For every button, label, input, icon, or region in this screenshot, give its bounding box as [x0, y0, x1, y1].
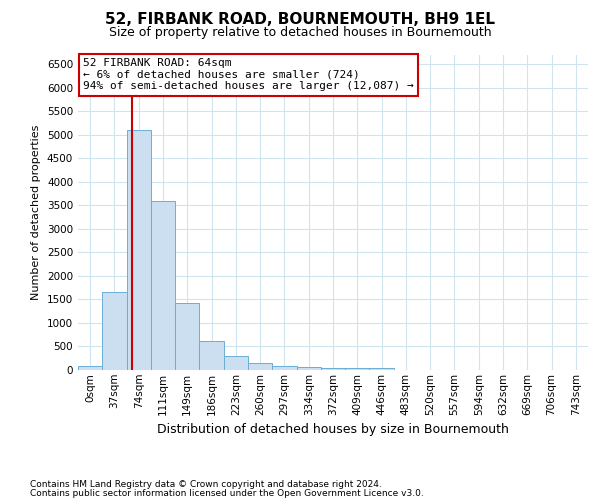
- Bar: [224, 356, 248, 370]
- Bar: [199, 340, 224, 370]
- Bar: [296, 367, 321, 370]
- Text: Size of property relative to detached houses in Bournemouth: Size of property relative to detached ho…: [109, 26, 491, 39]
- Text: Contains HM Land Registry data © Crown copyright and database right 2024.: Contains HM Land Registry data © Crown c…: [30, 480, 382, 489]
- Bar: [370, 368, 394, 370]
- Bar: [175, 303, 199, 370]
- Text: 52 FIRBANK ROAD: 64sqm
← 6% of detached houses are smaller (724)
94% of semi-det: 52 FIRBANK ROAD: 64sqm ← 6% of detached …: [83, 58, 414, 92]
- Bar: [321, 368, 345, 370]
- Bar: [127, 130, 151, 370]
- Bar: [248, 363, 272, 370]
- Bar: [78, 366, 102, 370]
- Bar: [345, 368, 370, 370]
- Y-axis label: Number of detached properties: Number of detached properties: [31, 125, 41, 300]
- X-axis label: Distribution of detached houses by size in Bournemouth: Distribution of detached houses by size …: [157, 423, 509, 436]
- Text: Contains public sector information licensed under the Open Government Licence v3: Contains public sector information licen…: [30, 488, 424, 498]
- Bar: [151, 200, 175, 370]
- Bar: [272, 366, 296, 370]
- Bar: [102, 292, 127, 370]
- Text: 52, FIRBANK ROAD, BOURNEMOUTH, BH9 1EL: 52, FIRBANK ROAD, BOURNEMOUTH, BH9 1EL: [105, 12, 495, 28]
